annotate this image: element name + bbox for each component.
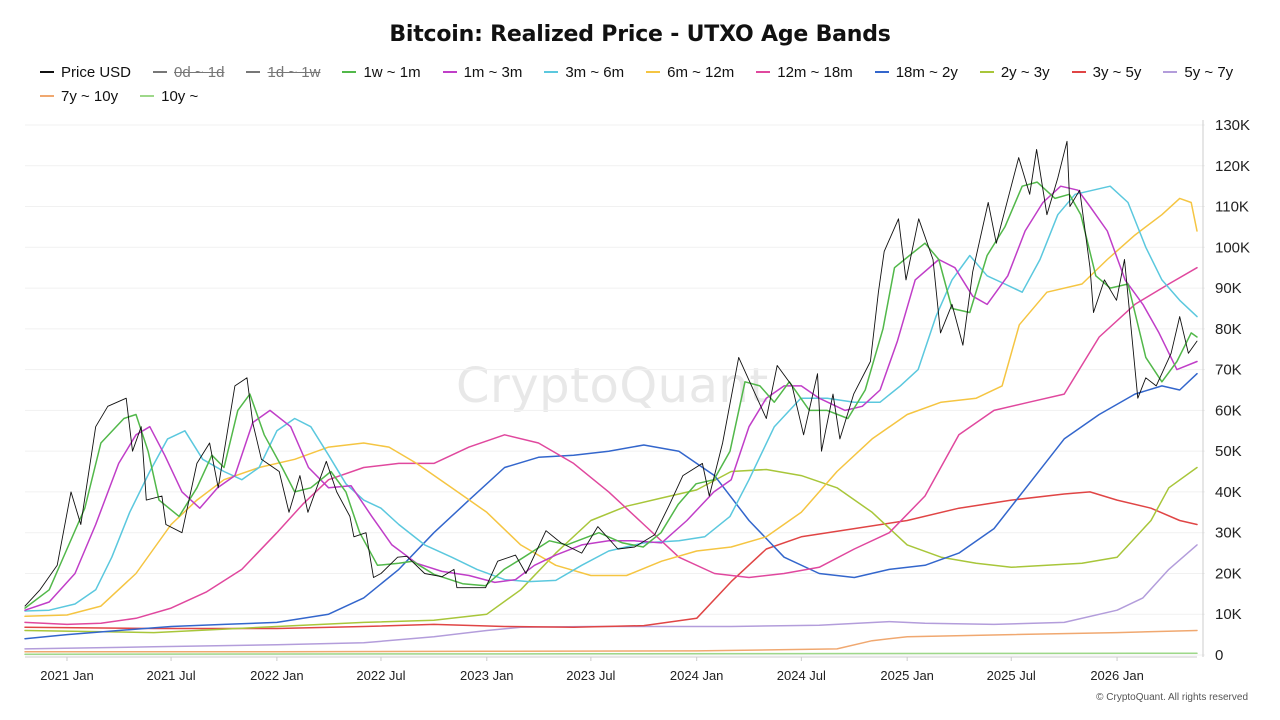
legend-label: 3m ~ 6m <box>565 63 625 81</box>
x-tick-label: 2026 Jan <box>1090 668 1144 683</box>
legend-label: 1d ~ 1w <box>267 63 321 81</box>
legend-item[interactable]: 3y ~ 5y <box>1071 62 1142 82</box>
legend-swatch <box>756 71 771 73</box>
series-line-3y-5y <box>24 491 1198 630</box>
y-tick-label: 70K <box>1215 362 1242 379</box>
legend-item[interactable]: 1w ~ 1m <box>342 62 421 82</box>
legend-swatch <box>1071 71 1086 73</box>
legend-label: 1m ~ 3m <box>463 63 523 81</box>
legend-swatch <box>442 71 457 73</box>
legend: Price USD 0d ~ 1d 1d ~ 1w 1w ~ 1m 1m ~ 3m 3m … <box>40 62 1260 106</box>
legend-item[interactable]: Price USD <box>40 62 131 82</box>
series-line-1m-3m <box>24 185 1198 611</box>
y-tick-label: 100K <box>1215 239 1250 256</box>
legend-label: 6m ~ 12m <box>667 63 735 81</box>
y-tick-label: 80K <box>1215 321 1242 338</box>
legend-swatch <box>153 71 168 73</box>
legend-item[interactable]: 0d ~ 1d <box>153 62 224 82</box>
legend-label: 0d ~ 1d <box>174 63 225 81</box>
legend-label: 7y ~ 10y <box>61 87 119 105</box>
y-tick-label: 30K <box>1215 525 1242 542</box>
legend-label: Price USD <box>61 63 132 81</box>
x-tick-label: 2023 Jul <box>566 668 615 683</box>
legend-label: 1w ~ 1m <box>363 63 421 81</box>
legend-swatch <box>342 71 357 73</box>
legend-item[interactable]: 1m ~ 3m <box>442 62 523 82</box>
y-tick-label: 130K <box>1215 117 1250 134</box>
legend-label: 2y ~ 3y <box>1000 63 1050 81</box>
series-line-18m-2y <box>24 372 1198 640</box>
x-tick-label: 2024 Jan <box>670 668 724 683</box>
legend-label: 12m ~ 18m <box>777 63 853 81</box>
legend-swatch <box>40 95 54 97</box>
y-tick-label: 10K <box>1215 606 1242 623</box>
y-tick-label: 40K <box>1215 484 1242 501</box>
legend-swatch <box>140 95 155 97</box>
y-tick-label: 0 <box>1215 647 1223 664</box>
legend-label: 10y ~ <box>161 87 199 105</box>
legend-label: 5y ~ 7y <box>1184 63 1234 81</box>
series-line-7y-10y <box>24 629 1198 653</box>
legend-label: 18m ~ 2y <box>895 63 958 81</box>
x-tick-label: 2022 Jul <box>356 668 405 683</box>
legend-item[interactable]: 7y ~ 10y <box>40 86 118 106</box>
legend-swatch <box>874 71 889 73</box>
legend-swatch <box>246 71 261 73</box>
series-line-3m-6m <box>24 185 1198 612</box>
legend-item[interactable]: 18m ~ 2y <box>874 62 958 82</box>
chart-title: Bitcoin: Realized Price - UTXO Age Bands <box>389 22 891 47</box>
legend-swatch <box>40 71 54 73</box>
series-line-12m-18m <box>24 266 1198 626</box>
x-tick-label: 2025 Jul <box>987 668 1036 683</box>
series-line-5y-7y <box>24 544 1198 650</box>
y-tick-label: 90K <box>1215 280 1242 297</box>
legend-swatch <box>979 71 994 73</box>
legend-item[interactable]: 2y ~ 3y <box>979 62 1050 82</box>
x-tick-label: 2021 Jul <box>146 668 195 683</box>
copyright-credit: © CryptoQuant. All rights reserved <box>1096 692 1248 703</box>
legend-swatch <box>646 71 661 73</box>
legend-item[interactable]: 10y ~ <box>140 86 198 106</box>
y-tick-label: 110K <box>1215 199 1249 216</box>
legend-swatch <box>544 71 559 73</box>
series-line-6m-12m <box>24 197 1198 618</box>
series-line-10y- <box>24 652 1198 655</box>
y-tick-label: 50K <box>1215 443 1242 460</box>
legend-item[interactable]: 6m ~ 12m <box>646 62 734 82</box>
legend-item[interactable]: 3m ~ 6m <box>544 62 624 82</box>
series-line-2y-3y <box>24 466 1198 634</box>
x-tick-label: 2025 Jan <box>880 668 934 683</box>
y-tick-label: 20K <box>1215 565 1242 582</box>
legend-item[interactable]: 12m ~ 18m <box>756 62 853 82</box>
watermark: CryptoQuant <box>456 358 769 414</box>
y-tick-label: 120K <box>1215 158 1250 175</box>
x-tick-label: 2021 Jan <box>40 668 94 683</box>
x-tick-label: 2023 Jan <box>460 668 514 683</box>
y-tick-label: 60K <box>1215 402 1242 419</box>
series-line-1w-1m <box>24 181 1198 609</box>
series-line-price-usd <box>24 140 1198 607</box>
x-tick-label: 2022 Jan <box>250 668 304 683</box>
legend-swatch <box>1163 71 1178 73</box>
legend-item[interactable]: 1d ~ 1w <box>246 62 320 82</box>
legend-label: 3y ~ 5y <box>1092 63 1142 81</box>
x-tick-label: 2024 Jul <box>777 668 826 683</box>
legend-item[interactable]: 5y ~ 7y <box>1163 62 1233 82</box>
